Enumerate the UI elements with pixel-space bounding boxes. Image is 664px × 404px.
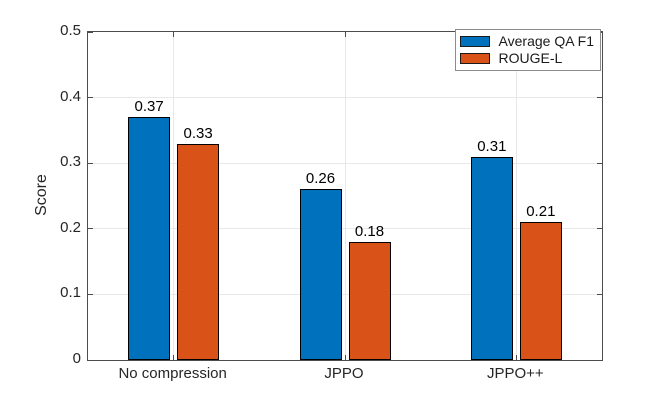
y-tick-mark-right (597, 97, 602, 99)
y-tick-label: 0.4 (60, 87, 81, 105)
bar-average-qa-f1 (299, 189, 342, 360)
legend-item-average-qa-f1: Average QA F1 (459, 33, 594, 49)
gridline-vertical (173, 32, 175, 360)
bar-rouge-l (519, 222, 562, 360)
bar-rouge-l (348, 241, 391, 360)
plot-area: 0.37 0.26 0.31 0.33 0.18 0.21 (87, 31, 603, 361)
legend-label: Average QA F1 (498, 33, 594, 49)
legend-item-rouge-l: ROUGE-L (459, 50, 594, 66)
y-tick-mark-right (597, 228, 602, 230)
y-tick-mark-right (597, 293, 602, 295)
legend-label: ROUGE-L (498, 50, 563, 66)
legend: Average QA F1 ROUGE-L (454, 29, 601, 71)
gridline-vertical (515, 32, 517, 360)
x-tick-mark-top (344, 32, 346, 37)
y-tick-mark-left (88, 228, 93, 230)
x-tick-label: JPPO++ (486, 365, 544, 382)
gridline-vertical (344, 32, 346, 360)
y-tick-label: 0.1 (60, 284, 81, 302)
y-tick-mark-left (88, 31, 93, 33)
y-tick-label: 0.2 (60, 218, 81, 236)
x-tick-mark-bottom (173, 355, 175, 360)
y-tick-mark-right (597, 162, 602, 164)
bar-average-qa-f1 (128, 117, 171, 360)
legend-swatch-rouge-l (459, 52, 490, 64)
y-tick-label: 0.3 (60, 153, 81, 171)
bar-value-label: 0.37 (134, 98, 164, 116)
y-tick-mark-left (88, 162, 93, 164)
x-tick-label: No compression (118, 365, 227, 382)
bar-rouge-l (177, 143, 220, 360)
bar-value-label: 0.33 (183, 124, 213, 142)
y-tick-label: 0 (72, 350, 81, 367)
bar-value-label: 0.31 (477, 137, 507, 155)
y-tick-mark-left (88, 97, 93, 99)
legend-swatch-average-qa-f1 (459, 35, 490, 47)
x-tick-label: JPPO (324, 365, 364, 382)
y-tick-mark-right (597, 359, 602, 361)
bar-average-qa-f1 (470, 156, 513, 360)
y-tick-label: 0.5 (60, 22, 81, 39)
bar-value-label: 0.18 (354, 222, 385, 240)
x-tick-mark-bottom (344, 355, 346, 360)
bar-value-label: 0.21 (526, 203, 556, 221)
x-tick-mark-top (173, 32, 175, 37)
y-tick-mark-left (88, 359, 93, 361)
bar-value-label: 0.26 (305, 170, 336, 188)
y-tick-mark-left (88, 293, 93, 295)
x-tick-mark-bottom (515, 355, 517, 360)
